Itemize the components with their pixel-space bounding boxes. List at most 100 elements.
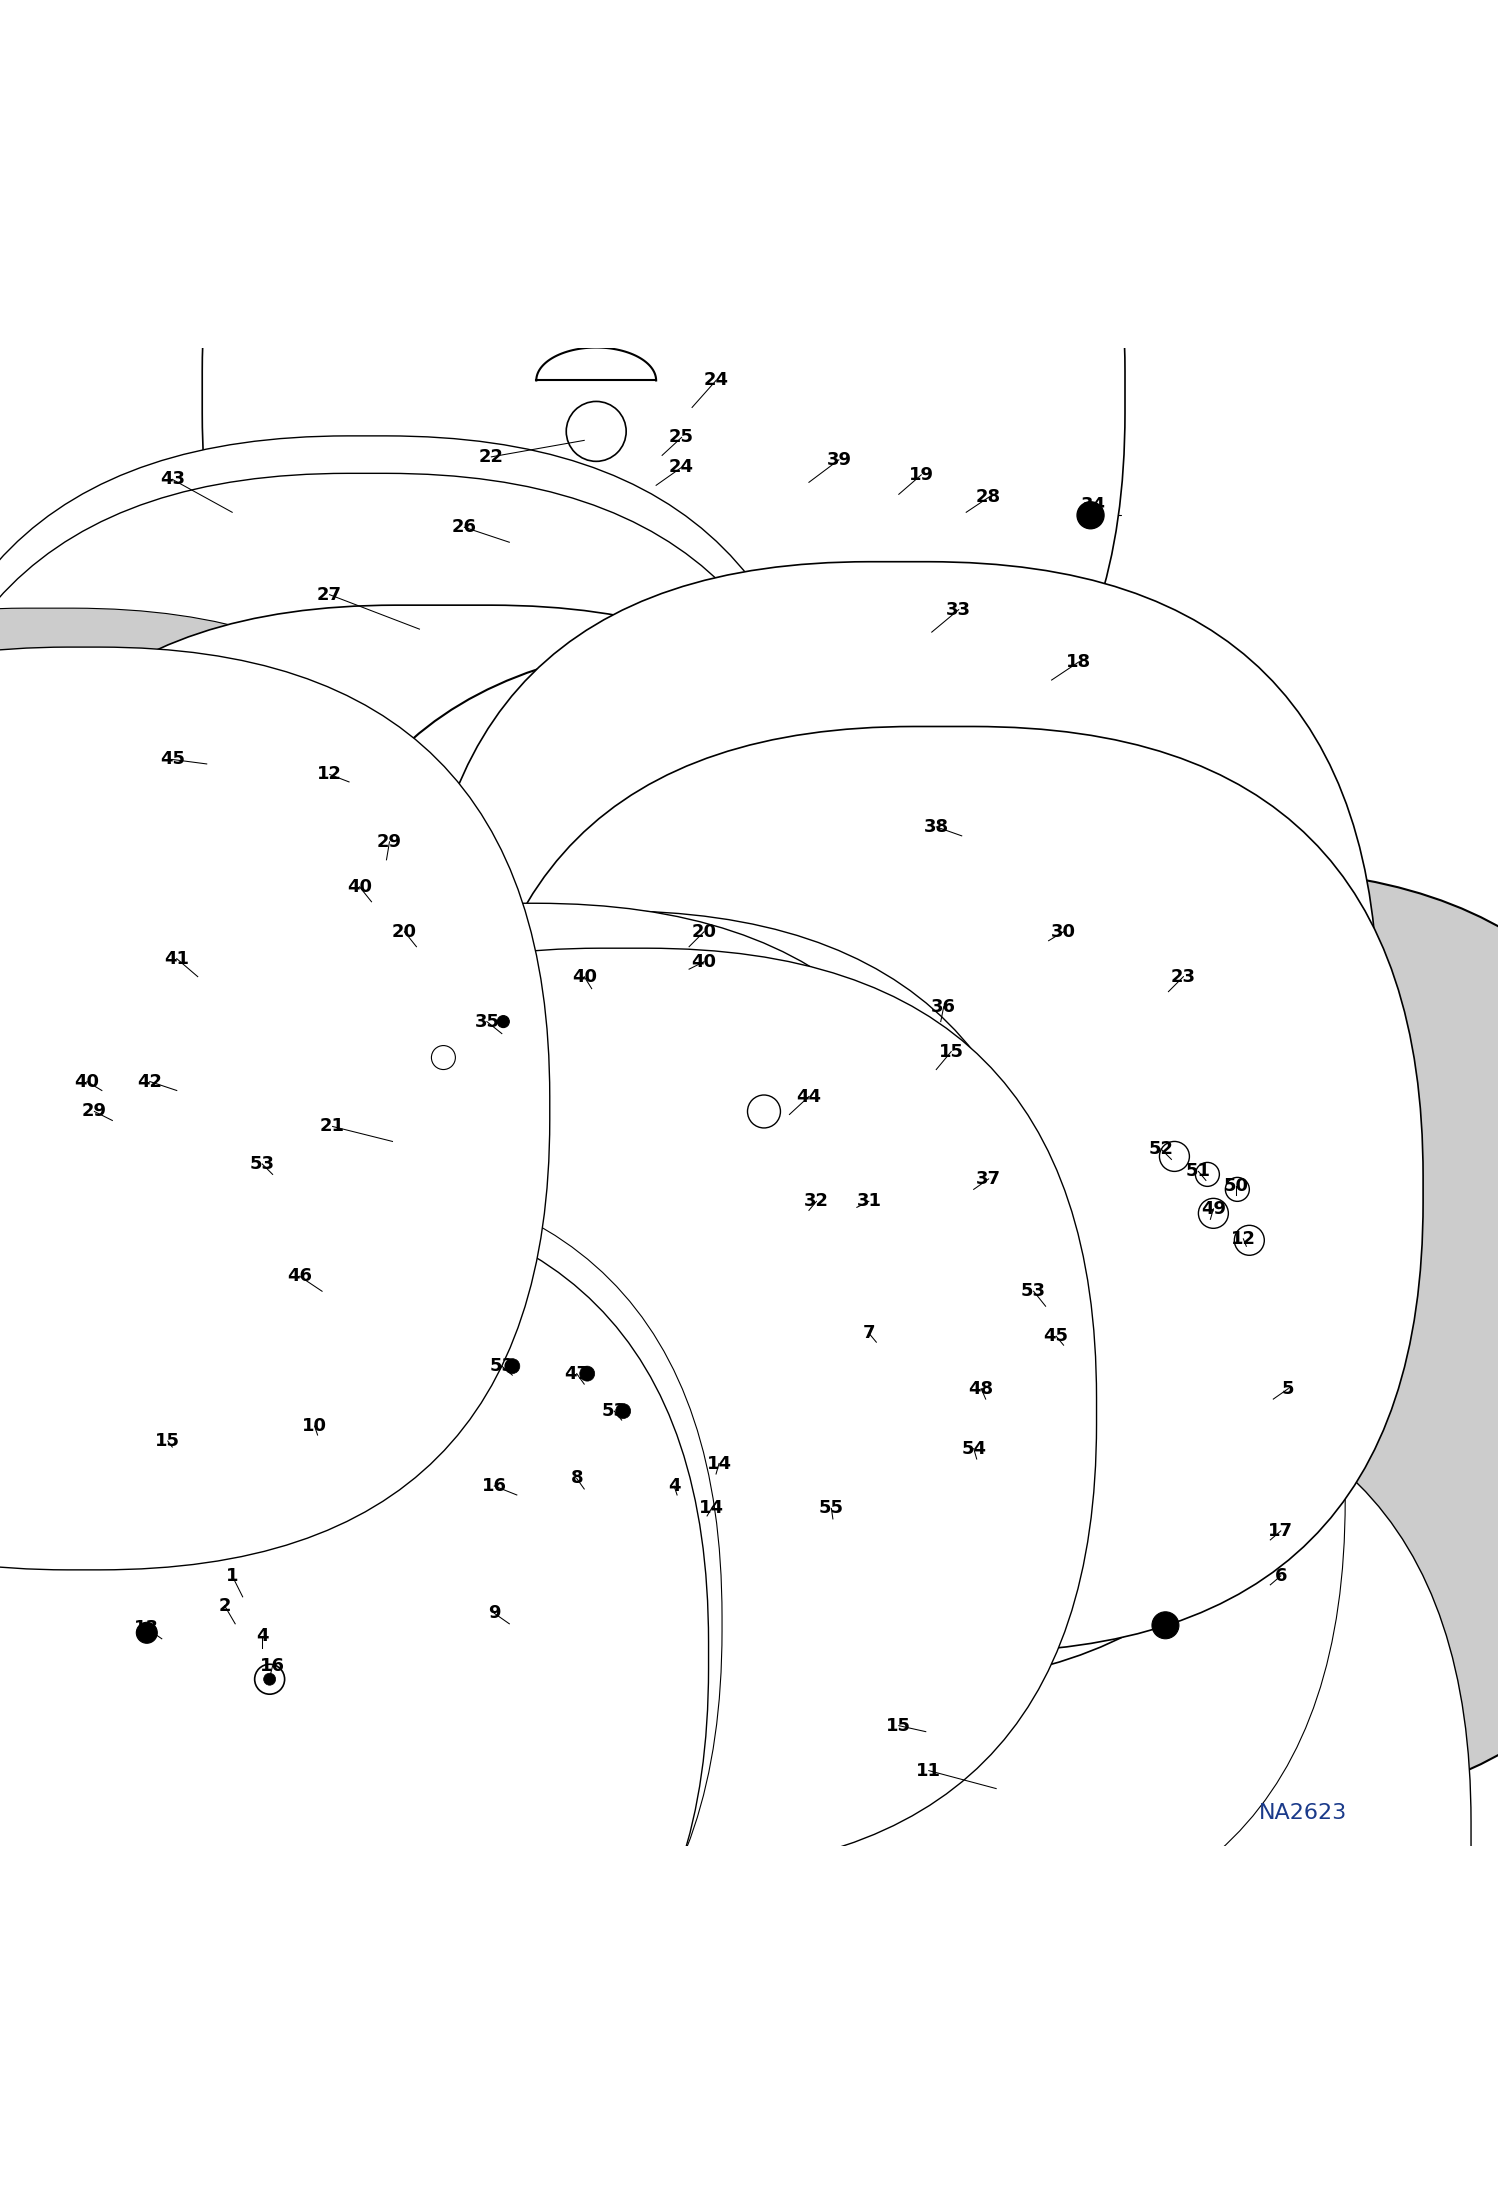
Polygon shape bbox=[39, 1186, 99, 1241]
Circle shape bbox=[505, 1360, 520, 1373]
Bar bbox=[16, 1046, 163, 1184]
Text: 22: 22 bbox=[479, 447, 503, 465]
Text: 31: 31 bbox=[857, 1193, 881, 1211]
Polygon shape bbox=[881, 754, 1004, 943]
FancyBboxPatch shape bbox=[530, 371, 662, 491]
FancyBboxPatch shape bbox=[0, 647, 550, 1570]
Text: 23: 23 bbox=[1171, 967, 1195, 985]
Text: 54: 54 bbox=[962, 1439, 986, 1458]
FancyBboxPatch shape bbox=[592, 456, 655, 480]
FancyBboxPatch shape bbox=[1049, 1353, 1243, 1511]
Text: 30: 30 bbox=[1052, 923, 1076, 941]
Text: 2: 2 bbox=[219, 1597, 231, 1614]
Text: 17: 17 bbox=[1269, 1522, 1293, 1539]
Text: 41: 41 bbox=[165, 950, 189, 967]
Polygon shape bbox=[357, 599, 1076, 969]
Text: 40: 40 bbox=[348, 877, 372, 895]
Text: 4: 4 bbox=[256, 1627, 268, 1645]
Text: 46: 46 bbox=[288, 1268, 312, 1285]
Bar bbox=[776, 1496, 884, 1618]
Text: 14: 14 bbox=[700, 1500, 724, 1518]
FancyBboxPatch shape bbox=[372, 1057, 515, 1237]
FancyBboxPatch shape bbox=[0, 1167, 722, 2081]
Text: 50: 50 bbox=[1224, 1178, 1248, 1195]
FancyBboxPatch shape bbox=[592, 480, 655, 502]
Text: 42: 42 bbox=[138, 1072, 162, 1090]
FancyBboxPatch shape bbox=[608, 868, 1498, 1814]
Text: 40: 40 bbox=[75, 1072, 99, 1090]
Circle shape bbox=[136, 1623, 157, 1643]
Bar bbox=[509, 1498, 659, 1618]
FancyBboxPatch shape bbox=[39, 904, 986, 1829]
Text: 15: 15 bbox=[939, 1042, 963, 1061]
Text: 12: 12 bbox=[318, 765, 342, 783]
Text: 45: 45 bbox=[1044, 1327, 1068, 1344]
FancyBboxPatch shape bbox=[419, 561, 1378, 1487]
Text: 6: 6 bbox=[1275, 1566, 1287, 1586]
Text: NA2623: NA2623 bbox=[1260, 1803, 1347, 1822]
Text: 14: 14 bbox=[707, 1454, 731, 1472]
Text: 33: 33 bbox=[947, 601, 971, 618]
Text: 24: 24 bbox=[704, 371, 728, 390]
FancyBboxPatch shape bbox=[428, 1037, 1345, 1950]
Text: 29: 29 bbox=[82, 1103, 106, 1121]
Circle shape bbox=[1077, 502, 1104, 529]
Text: 48: 48 bbox=[969, 1379, 993, 1397]
FancyBboxPatch shape bbox=[0, 1167, 674, 2081]
Text: 8: 8 bbox=[571, 1469, 583, 1487]
FancyBboxPatch shape bbox=[285, 640, 1285, 1588]
Text: 28: 28 bbox=[977, 489, 1001, 507]
FancyBboxPatch shape bbox=[0, 1193, 709, 2118]
FancyBboxPatch shape bbox=[202, 0, 1125, 862]
Text: 39: 39 bbox=[827, 452, 851, 469]
Text: 49: 49 bbox=[1201, 1200, 1225, 1217]
Polygon shape bbox=[993, 643, 1104, 726]
Text: 11: 11 bbox=[917, 1761, 941, 1779]
Text: 43: 43 bbox=[160, 469, 184, 489]
Text: 12: 12 bbox=[1231, 1230, 1255, 1248]
Text: 29: 29 bbox=[377, 833, 401, 851]
Circle shape bbox=[497, 1015, 509, 1029]
Text: 13: 13 bbox=[135, 1618, 159, 1638]
FancyBboxPatch shape bbox=[150, 947, 1097, 1875]
FancyBboxPatch shape bbox=[349, 752, 1323, 1686]
FancyBboxPatch shape bbox=[114, 910, 1061, 1836]
Text: 55: 55 bbox=[819, 1500, 843, 1518]
Text: 21: 21 bbox=[321, 1118, 345, 1136]
Text: 4: 4 bbox=[668, 1476, 680, 1496]
Circle shape bbox=[264, 1673, 276, 1684]
Text: 36: 36 bbox=[932, 998, 956, 1015]
Text: 19: 19 bbox=[909, 465, 933, 485]
FancyBboxPatch shape bbox=[0, 474, 836, 1399]
Text: 53: 53 bbox=[490, 1357, 514, 1375]
Text: 47: 47 bbox=[565, 1364, 589, 1382]
Text: 44: 44 bbox=[797, 1088, 821, 1105]
FancyBboxPatch shape bbox=[327, 1037, 1243, 1950]
Text: 9: 9 bbox=[488, 1605, 500, 1623]
Text: 25: 25 bbox=[670, 428, 694, 447]
Text: 24: 24 bbox=[670, 458, 694, 476]
Text: 26: 26 bbox=[452, 518, 476, 537]
FancyBboxPatch shape bbox=[160, 735, 229, 787]
Text: 18: 18 bbox=[1067, 654, 1091, 671]
FancyBboxPatch shape bbox=[0, 638, 523, 1555]
FancyBboxPatch shape bbox=[536, 1373, 1471, 2193]
FancyBboxPatch shape bbox=[0, 607, 523, 1524]
Text: 45: 45 bbox=[160, 750, 184, 768]
FancyBboxPatch shape bbox=[0, 605, 941, 1524]
FancyBboxPatch shape bbox=[592, 502, 655, 526]
Text: 27: 27 bbox=[318, 586, 342, 603]
Text: 53: 53 bbox=[1022, 1283, 1046, 1300]
Text: 51: 51 bbox=[1186, 1162, 1210, 1180]
FancyBboxPatch shape bbox=[0, 436, 836, 1362]
Text: 37: 37 bbox=[977, 1169, 1001, 1189]
Text: 38: 38 bbox=[924, 818, 948, 836]
Text: 40: 40 bbox=[572, 967, 596, 985]
Text: 53: 53 bbox=[250, 1156, 274, 1173]
Text: 52: 52 bbox=[1149, 1140, 1173, 1158]
Text: 15: 15 bbox=[887, 1717, 911, 1735]
Polygon shape bbox=[377, 789, 461, 947]
Text: 20: 20 bbox=[392, 923, 416, 941]
FancyBboxPatch shape bbox=[1085, 1566, 1246, 1693]
Text: 53: 53 bbox=[602, 1401, 626, 1421]
